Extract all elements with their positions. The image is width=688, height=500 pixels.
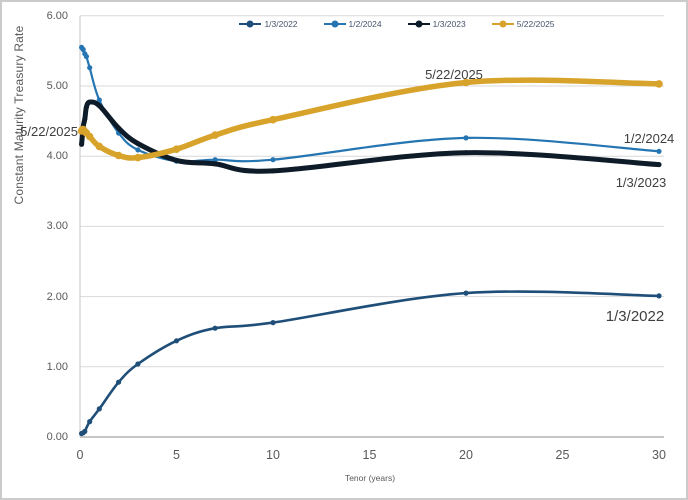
series-label-1-3-2022: 1/3/2022 [605, 308, 665, 325]
x-tick-label: 25 [555, 448, 570, 462]
series-label-1-2-2024: 1/2/2024 [623, 131, 675, 146]
legend-label: 1/3/2022 [264, 19, 298, 29]
x-axis-title: Tenor (years) [344, 473, 396, 483]
y-tick-label: 3.00 [46, 220, 68, 232]
series-label-5-22-2025-left: 5/22/2025 [20, 124, 78, 139]
x-tick-label: 15 [362, 448, 377, 462]
legend-label: 5/22/2025 [516, 19, 555, 29]
y-tick-label: 0.00 [46, 431, 68, 443]
series-label-5-22-2025-top: 5/22/2025 [425, 67, 483, 82]
x-tick-label: 5 [173, 448, 180, 462]
line-marker-icon [407, 20, 430, 28]
legend-label: 1/2/2024 [348, 19, 382, 29]
legend-item-5-22-2025[interactable]: 5/22/2025 [491, 19, 555, 29]
line-marker-icon [491, 20, 514, 28]
y-tick-label: 2.00 [46, 291, 68, 303]
series-label-1-3-2023: 1/3/2023 [615, 175, 667, 190]
y-tick-label: 4.00 [46, 150, 68, 162]
x-tick-label: 30 [652, 448, 666, 462]
x-tick-label: 0 [76, 448, 84, 462]
legend: 1/3/2022 1/2/2024 1/3/2023 5/22/2025 [112, 19, 682, 29]
y-tick-label: 5.00 [46, 80, 68, 92]
legend-item-1-2-2024[interactable]: 1/2/2024 [323, 19, 382, 29]
line-marker-icon [239, 20, 262, 28]
dot-marker-icon [331, 20, 339, 28]
y-tick-label: 6.00 [46, 10, 68, 22]
line-marker-icon [323, 20, 346, 28]
dot-marker-icon [499, 20, 507, 28]
x-tick-label: 20 [459, 448, 473, 462]
legend-item-1-3-2023[interactable]: 1/3/2023 [407, 19, 466, 29]
legend-label: 1/3/2023 [432, 19, 466, 29]
legend-item-1-3-2022[interactable]: 1/3/2022 [239, 19, 298, 29]
dot-marker-icon [415, 20, 423, 28]
y-tick-label: 1.00 [46, 361, 68, 373]
x-tick-label: 10 [266, 448, 280, 462]
dot-marker-icon [246, 20, 254, 28]
y-axis-title: Constant Maturity Treasury Rate [12, 25, 26, 205]
